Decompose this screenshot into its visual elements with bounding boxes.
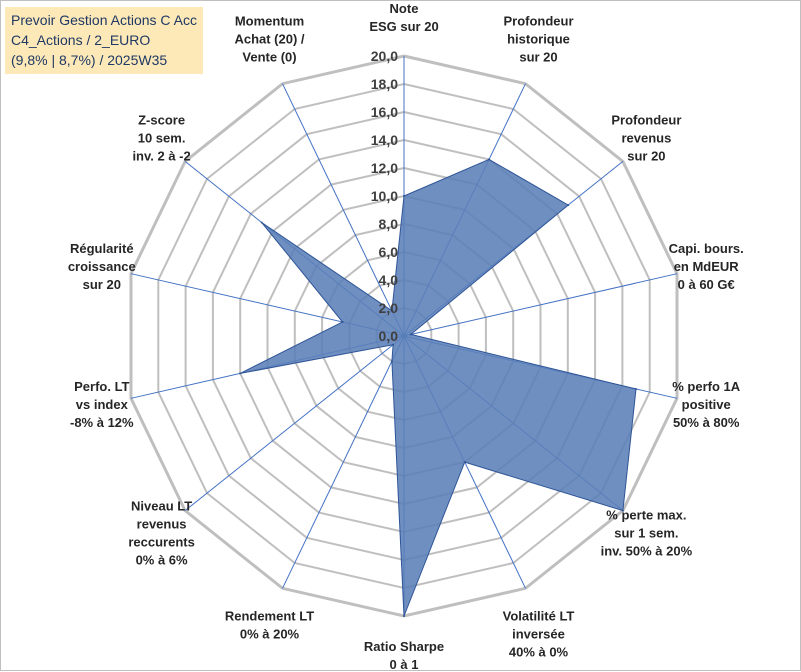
axis-label-13-line-1: Achat (20) / [234,32,304,47]
axis-label-9: Niveau LT revenus reccurents 0% à 6% [128,498,194,567]
data-point-8 [390,360,393,363]
axis-label-1: Profondeur historique sur 20 [503,14,573,65]
spoke-3 [403,273,678,337]
axis-label-7-line-1: 0 à 1 [390,657,419,672]
axis-label-9-line-1: revenus [137,516,187,531]
tick-label-0: 0,0 [379,328,399,344]
axis-label-9-line-3: 0% à 6% [136,552,188,567]
axis-label-2-line-1: revenus [621,131,671,146]
axis-label-7: Ratio Sharpe 0 à 1 [364,639,444,672]
tick-label-10: 20,0 [371,48,398,64]
axis-label-3-line-2: 0 à 60 G€ [678,277,735,292]
data-point-12 [260,221,263,224]
axis-label-6-line-1: inversée [512,626,565,641]
tick-label-9: 18,0 [371,76,398,92]
data-point-1 [488,158,490,161]
tick-label-7: 14,0 [371,132,398,148]
data-point-6 [463,461,466,464]
axis-label-3-line-1: en MdEUR [674,259,740,274]
tick-label-6: 12,0 [371,160,398,176]
axis-label-4-line-0: % perfo 1A [672,379,741,394]
tick-label-5: 10,0 [371,188,398,204]
axis-label-11-line-0: Régularité [70,241,134,256]
radar-axis-labels: Note ESG sur 20 Profondeur historique sur 20… [68,1,744,672]
axis-label-6-line-2: 40% à 0% [509,644,569,659]
tick-label-4: 8,0 [379,216,399,232]
axis-label-5-line-2: inv. 50% à 20% [601,543,693,558]
radar-tick-labels: 0,0 2,0 4,0 6,0 8,0 10,0 12,0 14,0 16,0 18,0 20,0 [371,48,398,344]
axis-label-6: Volatilité LT inversée 40% à 0% [503,608,575,659]
axis-label-5: % perte max. sur 1 sem. inv. 50% à 20% [601,507,693,558]
axis-label-5-line-0: % perte max. [606,507,686,522]
data-point-4 [635,388,637,390]
axis-label-0-line-0: Note [390,1,419,16]
axis-label-13-line-0: Momentum [235,14,304,29]
axis-label-3: Capi. bours. en MdEUR 0 à 60 G€ [669,241,744,292]
axis-label-13: Momentum Achat (20) / Vente (0) [234,14,304,65]
data-point-9 [392,343,395,346]
axis-label-12-line-1: 10 sem. [138,131,186,146]
data-point-5 [621,509,624,512]
chart-title-box: Prevoir Gestion Actions C Acc C4_Actions… [5,7,203,74]
axis-label-4-line-2: 50% à 80% [673,415,740,430]
axis-label-13-line-2: Vente (0) [242,50,296,65]
axis-label-2-line-2: sur 20 [627,149,665,164]
axis-label-7-line-0: Ratio Sharpe [364,639,444,654]
axis-label-4-line-1: positive [682,397,731,412]
axis-label-3-line-0: Capi. bours. [669,241,744,256]
axis-label-8-line-0: Rendement LT [225,608,314,623]
axis-label-6-line-0: Volatilité LT [503,608,575,623]
axis-label-4: % perfo 1A positive 50% à 80% [672,379,741,430]
chart-title-line-2: C4_Actions / 2_EURO [11,32,151,48]
chart-title-line-1: Prevoir Gestion Actions C Acc [11,12,197,28]
data-point-0 [403,195,405,197]
axis-label-9-line-2: reccurents [128,534,194,549]
chart-title-line-3: (9,8% | 8,7%) / 2025W35 [11,52,168,68]
tick-label-1: 2,0 [379,300,399,316]
data-point-11 [341,321,344,323]
axis-label-0: Note ESG sur 20 [369,1,438,34]
axis-label-12-line-0: Z-score [138,113,185,128]
axis-label-12: Z-score 10 sem. inv. 2 à -2 [132,113,190,164]
axis-label-1-line-1: historique [507,32,570,47]
axis-label-9-line-0: Niveau LT [131,498,192,513]
spoke-8 [282,335,405,589]
axis-label-8-line-1: 0% à 20% [240,626,300,641]
axis-label-1-line-2: sur 20 [519,50,557,65]
axis-label-11-line-2: sur 20 [83,277,121,292]
radar-series [239,158,637,617]
axis-label-11: Régularité croissance sur 20 [68,241,136,292]
tick-label-2: 4,0 [379,272,399,288]
spoke-13 [282,83,405,337]
axis-label-10-line-2: -8% à 12% [70,415,134,430]
tick-label-3: 6,0 [379,244,399,260]
tick-label-8: 16,0 [371,104,398,120]
data-point-7 [403,615,405,617]
spoke-9 [184,335,405,511]
data-point-2 [567,204,570,207]
axis-label-5-line-1: sur 1 sem. [614,525,678,540]
data-point-10 [239,372,242,375]
axis-label-12-line-2: inv. 2 à -2 [132,149,190,164]
axis-label-2: Profondeur revenus sur 20 [611,113,681,164]
axis-label-10: Perfo. LT vs index -8% à 12% [70,379,134,430]
axis-label-10-line-1: vs index [76,397,129,412]
axis-label-1-line-0: Profondeur [503,14,573,29]
data-point-13 [390,309,393,312]
axis-label-0-line-1: ESG sur 20 [369,19,438,34]
axis-label-10-line-0: Perfo. LT [74,379,129,394]
axis-label-11-line-1: croissance [68,259,136,274]
axis-label-2-line-0: Profondeur [611,113,681,128]
data-point-3 [409,333,412,336]
axis-label-8: Rendement LT 0% à 20% [225,608,314,641]
